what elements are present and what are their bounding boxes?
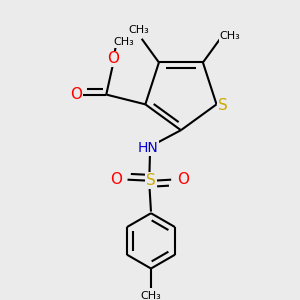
Text: CH₃: CH₃ bbox=[114, 38, 134, 47]
Text: CH₃: CH₃ bbox=[128, 25, 149, 35]
Text: O: O bbox=[70, 87, 82, 102]
Text: HN: HN bbox=[138, 141, 159, 155]
Text: CH₃: CH₃ bbox=[220, 31, 240, 41]
Text: CH₃: CH₃ bbox=[141, 291, 161, 300]
Text: O: O bbox=[110, 172, 122, 187]
Text: S: S bbox=[218, 98, 227, 113]
Text: O: O bbox=[177, 172, 189, 187]
Text: S: S bbox=[146, 173, 156, 188]
Text: O: O bbox=[107, 51, 119, 66]
